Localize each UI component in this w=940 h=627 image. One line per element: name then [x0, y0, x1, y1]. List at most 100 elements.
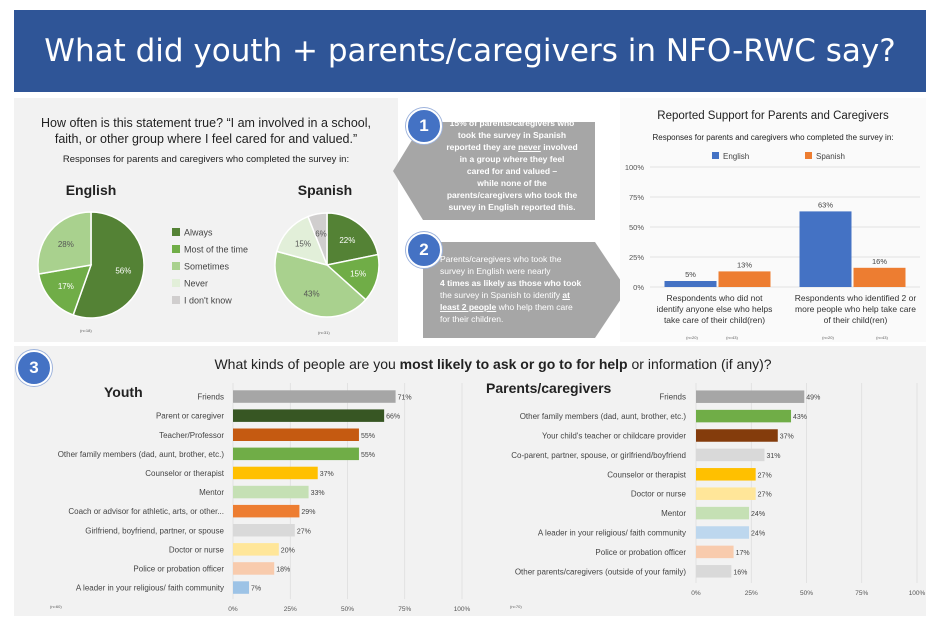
legend-swatch [172, 262, 180, 270]
page-title: What did youth + parents/caregivers in N… [14, 10, 926, 92]
youth-bar [233, 409, 385, 422]
support-legend-swatch [805, 152, 812, 159]
youth-bar-label: 7% [251, 586, 261, 593]
callout-1-line: survey in English reported this. [448, 202, 576, 212]
callout-1-line: while none of the [477, 178, 547, 188]
spanish-n: (n=31) [318, 330, 330, 335]
parents-x-tick: 0% [691, 590, 701, 597]
youth-bar [233, 504, 300, 518]
parents-bar-label: 16% [733, 569, 747, 576]
english-n: (n=18) [80, 328, 92, 333]
youth-x-tick: 100% [454, 606, 471, 613]
spanish-pie-slice [326, 212, 379, 266]
parents-bar-label: 27% [758, 492, 772, 499]
spanish-pie-slice-label: 15% [295, 239, 311, 248]
english-pie-slice-label: 56% [115, 267, 131, 276]
parents-category-label: Police or probation officer [595, 548, 686, 557]
legend-swatch [172, 228, 180, 236]
help-question: What kinds of people are you most likely… [60, 356, 926, 372]
english-label: English [65, 182, 117, 198]
spanish-pie-slice-label: 43% [304, 289, 320, 298]
callout-1-line: reported they are never involved [428, 141, 596, 153]
youth-category-label: Counselor or therapist [145, 469, 224, 478]
youth-category-label: Mentor [199, 488, 224, 497]
callout-2-span: the survey in Spanish to identify [440, 290, 563, 300]
parents-bar-label: 49% [806, 395, 820, 402]
support-category-label: of their child(ren) [824, 315, 888, 325]
parents-bar [696, 526, 750, 539]
youth-category-label: A leader in your religious/ faith commun… [76, 584, 224, 593]
parents-category-label: Other family members (dad, aunt, brother… [520, 412, 687, 421]
support-legend-swatch [712, 152, 719, 159]
parents-bar [696, 448, 765, 462]
youth-bar [233, 447, 359, 461]
support-n-label: (n=43) [726, 335, 738, 340]
help-question-post: or information (if any)? [627, 356, 772, 372]
legend-label: Sometimes [184, 262, 230, 272]
support-category-label: Respondents who did not [667, 293, 764, 303]
support-y-tick: 25% [629, 253, 644, 262]
pie-question-line1: How often is this statement true? “I am … [40, 116, 372, 130]
english-pie-slice [37, 211, 92, 275]
youth-chart: 0% 25% 50% 75% 100% Friends 71% Parent or careg… [58, 383, 471, 613]
support-chart: 0% 25% 50% 75% 100% English Spanish 5% 63% 13% 16%… [625, 152, 920, 340]
legend-label: I don't know [184, 296, 232, 306]
help-question-pre: What kinds of people are you [214, 356, 400, 372]
support-legend-label: Spanish [816, 152, 845, 161]
badge-2: 2 [406, 232, 442, 268]
spanish-pie-slice [274, 250, 367, 318]
parents-bar-label: 17% [736, 550, 750, 557]
youth-bar [233, 485, 309, 499]
parents-bar-label: 24% [751, 531, 765, 538]
pie-charts: 56% 17% 28% 22% 15% 43% 15% 6% Always Most of the… [37, 211, 380, 319]
support-y-tick: 75% [629, 193, 644, 202]
parents-bar-label: 24% [751, 511, 765, 518]
parents-x-tick: 100% [909, 590, 926, 597]
youth-bar-label: 55% [361, 452, 375, 459]
parents-category-label: Your child's teacher or childcare provid… [542, 432, 686, 441]
callout-2-line: for their children. [440, 314, 504, 324]
support-y-tick: 50% [629, 223, 644, 232]
support-category-label: more people who help take care [795, 304, 916, 314]
legend-swatch [172, 296, 180, 304]
parents-n: (n=70) [510, 604, 522, 609]
parents-category-label: Friends [659, 393, 686, 402]
callout-1-never: never [518, 142, 541, 152]
spanish-pie-slice-label: 6% [315, 229, 327, 238]
support-title: Reported Support for Parents and Caregiv… [657, 110, 889, 122]
callout-1-line: took the survey in Spanish [457, 130, 567, 140]
help-question-bold: most likely to ask or go to for help [399, 356, 628, 372]
callout-1-span: involved [540, 142, 578, 152]
english-pie-slice-label: 17% [58, 282, 74, 291]
callout-2-line: survey in English were nearly [440, 266, 551, 276]
youth-label: Youth [104, 384, 143, 400]
support-category-label: take care of their child(ren) [664, 315, 765, 325]
parents-bar [696, 506, 750, 520]
parents-bar [696, 390, 805, 403]
callout-1-line: parents/caregivers who took the [446, 190, 578, 200]
spanish-pie-slice [325, 253, 380, 301]
youth-category-label: Friends [197, 393, 224, 402]
legend-swatch [172, 245, 180, 253]
youth-bar [233, 428, 359, 441]
support-bar-label: 5% [685, 270, 696, 279]
legend-label: Always [184, 228, 213, 238]
youth-bar [233, 562, 275, 575]
parents-label: Parents/caregivers [486, 380, 612, 396]
youth-bar-label: 66% [386, 414, 400, 421]
youth-category-label: Other family members (dad, aunt, brother… [58, 450, 225, 459]
callout-1-line: 15% of parents/caregivers who [449, 118, 575, 128]
parents-bar [696, 487, 756, 500]
youth-bar [233, 581, 250, 594]
youth-bar-label: 37% [320, 471, 334, 478]
parents-category-label: A leader in your religious/ faith commun… [538, 529, 686, 538]
youth-bar-label: 71% [398, 395, 412, 402]
badge-1: 1 [406, 108, 442, 144]
support-legend-label: English [723, 152, 749, 161]
callout-2-line: least 2 people who help them care [440, 301, 610, 313]
parents-category-label: Doctor or nurse [631, 490, 687, 499]
english-pie-slice-label: 28% [58, 240, 74, 249]
callout-2-underline: at [562, 290, 570, 300]
support-panel [620, 98, 926, 342]
youth-category-label: Parent or caregiver [156, 412, 224, 421]
